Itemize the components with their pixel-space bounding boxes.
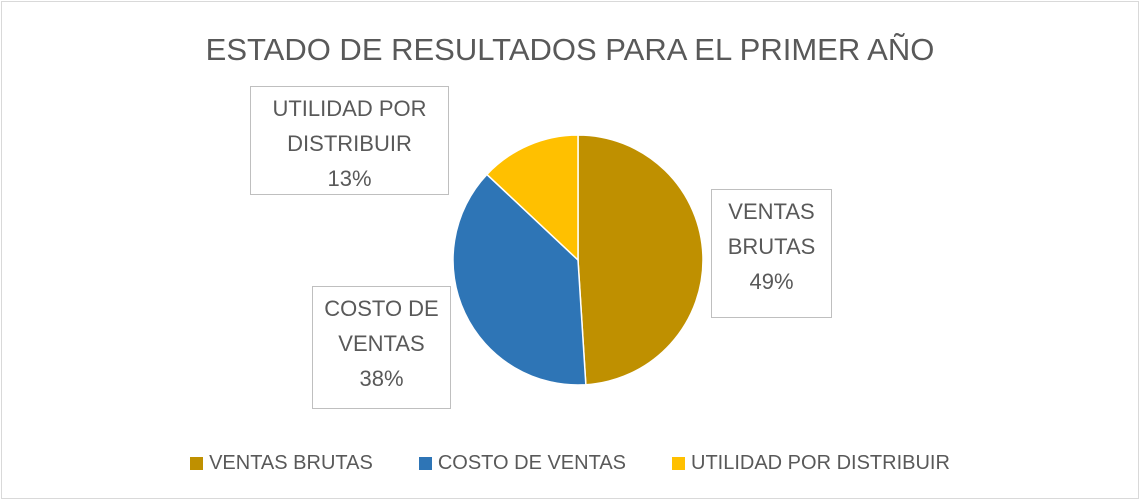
- data-label: UTILIDAD POR DISTRIBUIR 13%: [250, 86, 449, 195]
- data-label-value: 38%: [359, 366, 404, 391]
- legend-item: COSTO DE VENTAS: [418, 452, 626, 475]
- legend-label: VENTAS BRUTAS: [209, 452, 373, 474]
- legend-swatch: [672, 457, 685, 470]
- pie-slice: [577, 134, 704, 386]
- legend-item: UTILIDAD POR DISTRIBUIR: [672, 452, 950, 475]
- data-label: COSTO DE VENTAS 38%: [312, 286, 451, 409]
- data-label-value: 13%: [327, 166, 372, 191]
- data-label-category: VENTAS BRUTAS: [727, 199, 816, 259]
- data-label: VENTAS BRUTAS 49%: [711, 189, 832, 318]
- pie-slice: [485, 134, 579, 262]
- data-label-category: COSTO DE VENTAS: [324, 296, 439, 356]
- legend: VENTAS BRUTAS COSTO DE VENTAS UTILIDAD POR…: [2, 452, 1138, 475]
- data-label-value: 49%: [749, 269, 794, 294]
- legend-label: UTILIDAD POR DISTRIBUIR: [691, 452, 950, 474]
- data-label-category: UTILIDAD POR DISTRIBUIR: [272, 96, 427, 156]
- legend-swatch: [418, 457, 432, 470]
- pie-slice: [452, 173, 587, 386]
- legend-label: COSTO DE VENTAS: [437, 452, 626, 474]
- chart-title: ESTADO DE RESULTADOS PARA EL PRIMER AÑO: [205, 32, 935, 67]
- legend-swatch: [190, 457, 204, 470]
- legend-item: VENTAS BRUTAS: [190, 452, 373, 475]
